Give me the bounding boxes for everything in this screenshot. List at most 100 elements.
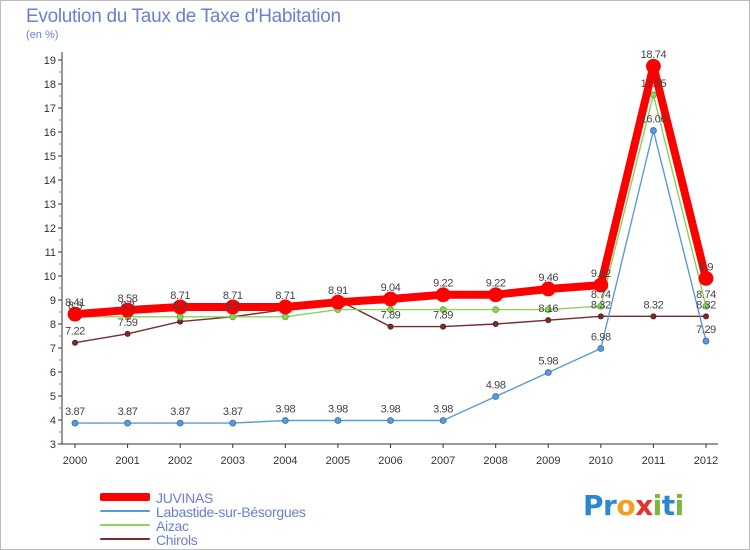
x-tick-label: 2010 [589,455,613,467]
data-label-aizac: 8.3 [121,300,135,312]
data-label-aizac: 8.3 [68,300,82,312]
data-point-labastide-sur-b-sorgues [544,369,552,376]
data-point-chirols [72,339,79,346]
data-point-chirols [703,313,710,320]
data-point-juvinas [435,287,451,303]
legend-swatch-chirols [100,538,150,540]
data-point-aizac [176,313,184,321]
data-label-labastide-sur-b-sorgues: 3.87 [223,406,243,418]
data-label-aizac: 8.74 [591,289,611,301]
data-label-labastide-sur-b-sorgues: 3.87 [118,406,138,418]
data-point-juvinas [646,58,661,74]
data-label-juvinas: 9.62 [591,268,611,280]
data-point-aizac [702,302,710,310]
series-line-labastide-sur-b-sorgues [74,129,707,424]
data-point-juvinas [277,299,293,315]
y-tick-label: 4 [50,415,56,427]
y-tick-label: 9 [50,295,56,307]
data-label-labastide-sur-b-sorgues: 5.98 [538,355,558,367]
data-point-labastide-sur-b-sorgues [176,419,184,427]
legend-swatch-labastide [100,510,150,512]
data-label-labastide-sur-b-sorgues: 4.98 [486,379,506,391]
data-point-labastide-sur-b-sorgues [492,393,500,400]
logo-letter: o [616,489,636,522]
x-tick-label: 2007 [431,455,455,467]
data-point-labastide-sur-b-sorgues [650,127,657,134]
chart-title: Evolution du Taux de Taxe d'Habitation [26,6,341,27]
logo-letter: P [583,489,604,522]
data-point-juvinas [67,306,83,322]
x-tick-label: 2011 [642,455,666,467]
series-line-juvinas [71,62,710,319]
x-tick-label: 2008 [483,455,507,467]
data-label-labastide-sur-b-sorgues: 16.06 [641,114,667,126]
data-label-juvinas: 9.22 [486,278,506,290]
data-label-juvinas: 9.22 [433,278,453,290]
y-tick-label: 5 [50,391,56,403]
y-tick-label: 10 [44,271,56,283]
data-label-juvinas: 9.46 [538,272,558,284]
data-label-aizac: 8.3 [173,300,187,312]
data-label-chirols: 7.59 [118,317,138,329]
logo-letter: t [661,489,675,522]
data-label-juvinas: 9.04 [381,282,401,294]
data-label-labastide-sur-b-sorgues: 3.98 [433,403,453,415]
x-tick-label: 2005 [326,455,350,467]
data-label-labastide-sur-b-sorgues: 3.98 [328,403,348,415]
x-tick-label: 2001 [115,455,139,467]
data-label-chirols: 7.89 [433,310,453,322]
y-tick-label: 13 [44,199,56,211]
y-tick-label: 7 [50,343,56,355]
data-label-juvinas: 8.41 [65,297,85,309]
x-tick-label: 2012 [694,455,718,467]
data-point-labastide-sur-b-sorgues [124,419,131,427]
data-point-labastide-sur-b-sorgues [439,417,447,424]
logo-letter: i [652,489,663,522]
data-label-juvinas: 8.71 [275,290,295,302]
legend-label-aizac: Aizac [156,518,189,534]
data-label-labastide-sur-b-sorgues: 3.87 [170,406,190,418]
y-tick-label: 12 [44,223,56,235]
data-label-aizac: 8.74 [696,289,716,301]
legend-label-chirols: Chirols [156,532,198,548]
x-tick-label: 2002 [168,455,192,467]
data-point-aizac [387,306,394,314]
data-point-aizac [492,306,500,314]
data-label-chirols: 7.89 [381,310,401,322]
logo-letter: r [603,489,617,522]
data-label-juvinas: 8.58 [118,293,138,305]
x-tick-label: 2009 [536,455,560,467]
y-tick-label: 18 [44,79,56,91]
y-tick-label: 16 [44,127,56,139]
y-tick-label: 6 [50,367,56,379]
data-label-chirols: 8.16 [538,303,558,315]
y-tick-label: 8 [50,319,56,331]
legend-swatch-juvinas [100,493,150,501]
x-tick-label: 2006 [378,455,402,467]
data-point-chirols [492,320,499,327]
data-point-juvinas [172,299,188,315]
data-point-labastide-sur-b-sorgues [702,337,710,345]
y-tick-label: 3 [50,439,56,451]
data-point-chirols [545,317,552,324]
proxiti-logo: Proxiti [583,489,684,522]
data-point-juvinas [593,277,609,293]
data-label-chirols: 7.22 [65,326,85,338]
data-point-labastide-sur-b-sorgues [387,417,394,424]
legend-label-labastide: Labastide-sur-Bésorgues [156,504,306,520]
data-label-labastide-sur-b-sorgues: 3.98 [275,403,295,415]
logo-letter: x [635,489,653,522]
data-label-juvinas: 9.9 [699,261,713,273]
data-label-labastide-sur-b-sorgues: 3.98 [381,403,401,415]
data-point-labastide-sur-b-sorgues [71,419,79,427]
x-tick-label: 2000 [63,455,87,467]
legend-label-juvinas: JUVINAS [156,490,214,506]
data-point-juvinas [488,287,504,303]
y-tick-label: 15 [44,151,56,163]
data-label-labastide-sur-b-sorgues: 7.29 [696,324,716,336]
y-tick-label: 14 [44,175,56,187]
data-point-juvinas [120,302,135,318]
data-label-chirols: 8.32 [644,299,664,311]
